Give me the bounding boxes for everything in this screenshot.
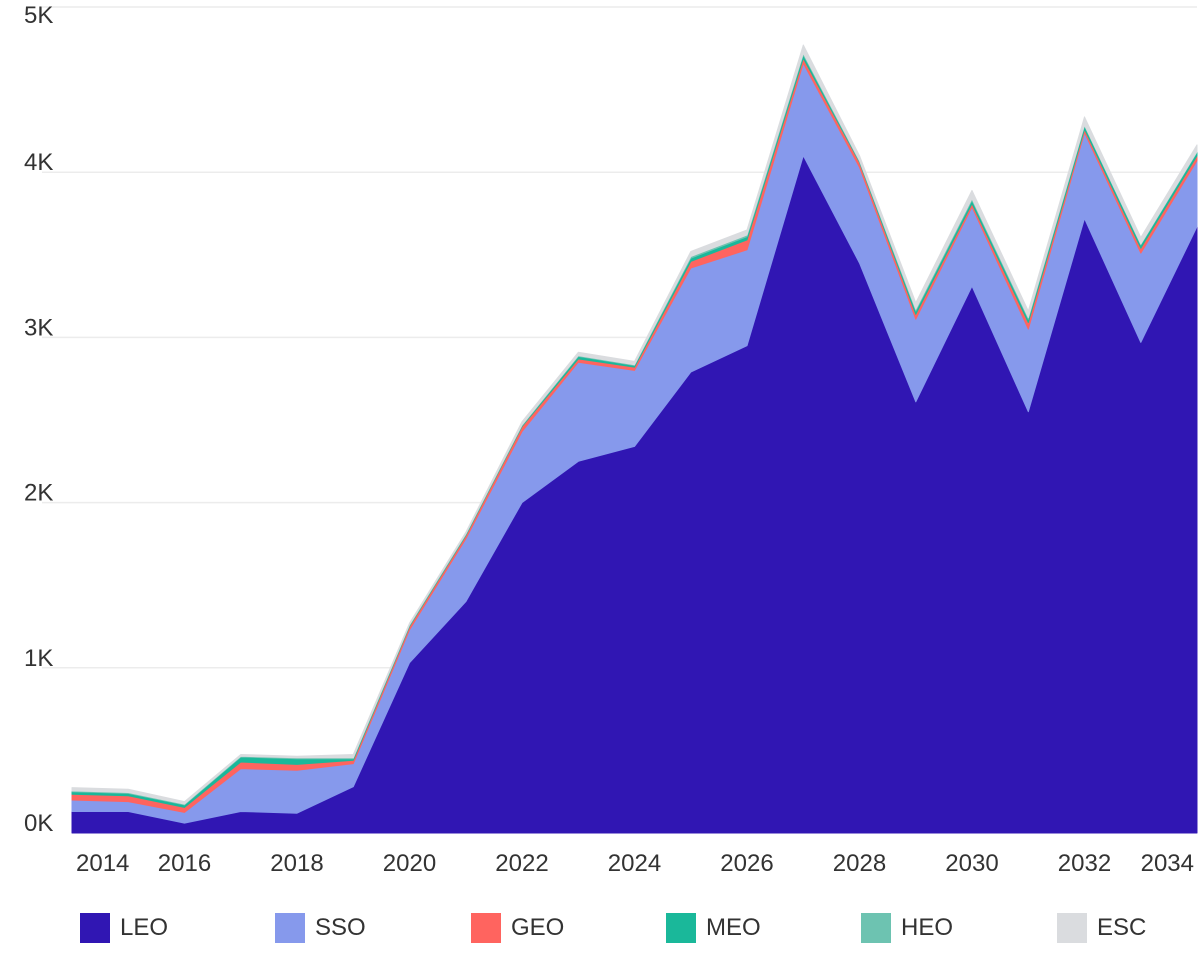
y-axis-tick-labels: 0K 1K 2K 3K 4K 5K	[24, 2, 53, 837]
legend-label: SSO	[315, 914, 366, 941]
legend-label: ESC	[1097, 914, 1147, 941]
area-series	[71, 44, 1198, 834]
legend-swatch	[861, 913, 891, 943]
x-tick-label: 2024	[608, 850, 661, 877]
legend-label: GEO	[511, 914, 565, 941]
x-tick-label: 2026	[720, 850, 773, 877]
legend-item-sso: SSO	[275, 906, 366, 950]
x-tick-label: 2020	[383, 850, 436, 877]
legend-item-leo: LEO	[80, 906, 168, 950]
legend-item-heo: HEO	[861, 906, 953, 950]
stacked-area-chart: 0K 1K 2K 3K 4K 5K 2014 2016 2018 2020 2022 2024 202…	[24, 2, 1198, 877]
chart-legend: LEO SSO GEO MEO HEO ESC	[0, 906, 1200, 950]
y-tick-label: 3K	[24, 314, 53, 341]
y-tick-label: 2K	[24, 480, 53, 507]
legend-swatch	[1057, 913, 1087, 943]
area-esc	[71, 44, 1198, 805]
legend-label: LEO	[120, 914, 169, 941]
x-tick-label: 2014	[76, 850, 129, 877]
x-tick-label: 2022	[495, 850, 548, 877]
legend-item-geo: GEO	[471, 906, 564, 950]
x-tick-label: 2028	[833, 850, 886, 877]
x-axis-tick-labels: 2014 2016 2018 2020 2022 2024 2026 2028 2030 2032…	[76, 850, 1194, 877]
legend-swatch	[80, 913, 110, 943]
y-tick-label: 4K	[24, 149, 53, 176]
y-tick-label: 1K	[24, 645, 53, 672]
x-tick-label: 2030	[945, 850, 998, 877]
x-tick-label: 2018	[270, 850, 323, 877]
legend-item-meo: MEO	[666, 906, 761, 950]
legend-swatch	[471, 913, 501, 943]
legend-label: HEO	[901, 914, 954, 941]
x-tick-label: 2032	[1058, 850, 1111, 877]
x-tick-label: 2034	[1141, 850, 1194, 877]
y-tick-label: 5K	[24, 2, 53, 29]
legend-swatch	[666, 913, 696, 943]
x-tick-label: 2016	[158, 850, 211, 877]
legend-label: MEO	[706, 914, 761, 941]
legend-swatch	[275, 913, 305, 943]
area-leo	[71, 155, 1198, 834]
legend-item-esc: ESC	[1057, 906, 1146, 950]
y-tick-label: 0K	[24, 810, 53, 837]
